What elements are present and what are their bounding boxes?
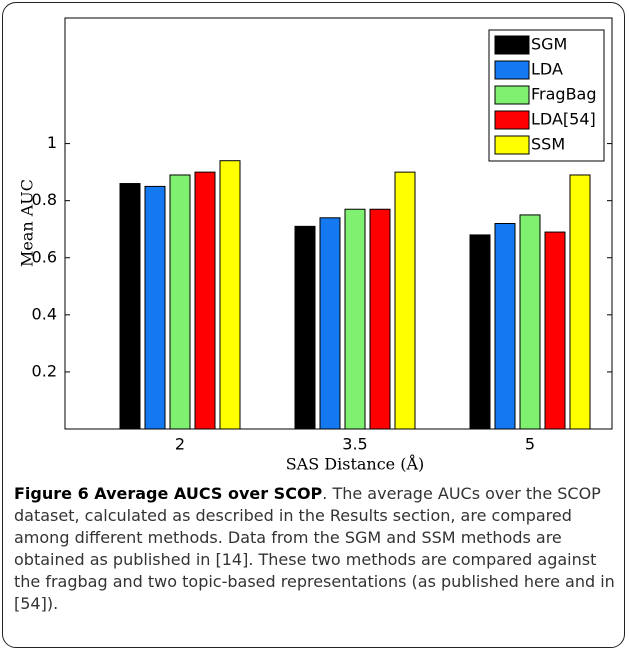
y-tick-label: 0.4 xyxy=(32,304,57,323)
y-axis-label: Mean AUC xyxy=(18,179,37,267)
bar xyxy=(394,171,416,430)
bar xyxy=(144,185,166,430)
bar xyxy=(369,208,391,430)
chart: Mean AUC SAS Distance (Å) 0.2 0.4 0.6 0.8 1 2… xyxy=(18,17,613,474)
legend-swatch xyxy=(494,85,530,105)
legend-label: FragBag xyxy=(531,85,597,104)
bar xyxy=(194,171,216,430)
bar xyxy=(169,174,191,430)
bar xyxy=(519,214,541,430)
legend-swatch xyxy=(494,135,530,155)
bar xyxy=(119,183,141,430)
legend-label: SSM xyxy=(531,135,565,154)
bar xyxy=(344,208,366,430)
legend-swatch xyxy=(494,110,530,130)
x-axis-label: SAS Distance (Å) xyxy=(286,454,425,474)
legend-label: LDA xyxy=(531,60,563,79)
bar xyxy=(544,231,566,430)
legend-label: LDA[54] xyxy=(531,110,596,129)
y-tick-label: 0.6 xyxy=(32,247,57,266)
caption: Figure 6 Average AUCS over SCOP. The ave… xyxy=(14,483,618,615)
x-tick-label: 3.5 xyxy=(342,435,367,454)
y-tick-label: 1 xyxy=(47,133,57,152)
x-tick-label: 5 xyxy=(525,435,535,454)
y-tick-label: 0.2 xyxy=(32,361,57,380)
bar xyxy=(294,225,316,430)
bar xyxy=(219,160,241,430)
y-tick-label: 0.8 xyxy=(32,190,57,209)
caption-text: . The average AUCs over the SCOP dataset… xyxy=(14,484,615,613)
legend-swatch xyxy=(494,60,530,80)
caption-title: Figure 6 Average AUCS over SCOP xyxy=(14,484,323,503)
bar xyxy=(319,217,341,430)
legend-swatch xyxy=(494,35,530,55)
bar xyxy=(469,234,491,430)
bar xyxy=(569,174,591,430)
bar xyxy=(494,223,516,430)
x-tick-label: 2 xyxy=(175,435,185,454)
legend-label: SGM xyxy=(531,35,567,54)
